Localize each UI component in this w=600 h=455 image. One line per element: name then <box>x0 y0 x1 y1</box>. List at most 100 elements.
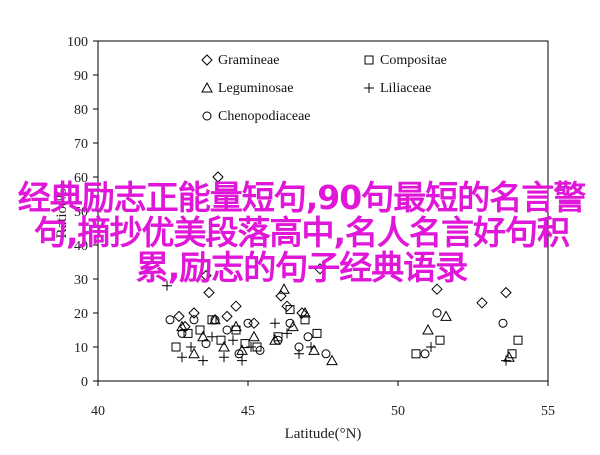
liliaceae-point <box>198 355 208 366</box>
y-tick-label: 90 <box>74 69 88 84</box>
chenopodiaceae-point <box>210 315 220 325</box>
compositae-point <box>231 325 241 335</box>
compositae-point <box>240 339 250 349</box>
gramineae-point <box>188 307 200 319</box>
liliaceae-point <box>219 352 229 363</box>
legend-triangle-icon <box>201 81 213 93</box>
chenopodiaceae-point <box>222 325 232 335</box>
liliaceae-point <box>237 355 247 366</box>
leguminosae-point <box>218 340 230 352</box>
chenopodiaceae-point <box>255 345 265 355</box>
chenopodiaceae-point <box>243 318 253 328</box>
gramineae-point <box>431 283 443 295</box>
chenopodiaceae-point <box>303 332 313 342</box>
chenopodiaceae-point <box>294 342 304 352</box>
compositae-point <box>195 325 205 335</box>
leguminosae-point <box>269 334 281 345</box>
x-tick-label: 55 <box>541 404 555 419</box>
watermark-overlay-text: 经典励志正能量短句,90句最短的名言警句,摘抄优美段落高中,名人名言好句积累,励… <box>17 178 586 287</box>
legend-label-leguminosae: Leguminosae <box>218 81 293 96</box>
gramineae-point <box>173 310 185 323</box>
gramineae-point <box>296 307 308 319</box>
y-tick-label: 40 <box>74 239 88 254</box>
compositae-point <box>411 349 421 359</box>
liliaceae-point <box>306 342 316 352</box>
compositae-point <box>183 328 193 338</box>
chenopodiaceae-point <box>321 349 331 359</box>
liliaceae-point <box>246 342 256 352</box>
chenopodiaceae-point <box>189 315 199 325</box>
compositae-point <box>435 335 445 345</box>
gramineae-point <box>248 317 260 329</box>
x-axis-title: Latitude(°N) <box>285 426 362 442</box>
legend-square-icon <box>364 55 374 65</box>
leguminosae-point <box>287 320 299 332</box>
x-tick-label: 50 <box>391 404 405 419</box>
y-tick-label: 20 <box>74 307 88 322</box>
chenopodiaceae-point <box>165 315 175 325</box>
liliaceae-point <box>162 280 172 291</box>
y-tick-label: 60 <box>74 171 88 186</box>
compositae-point <box>285 305 295 315</box>
x-tick-label: 40 <box>91 404 105 419</box>
liliaceae-point <box>177 352 187 363</box>
leguminosae-point <box>422 323 434 335</box>
x-tick-label: 45 <box>241 404 255 419</box>
liliaceae-point <box>501 355 511 366</box>
compositae-point <box>300 315 310 325</box>
y-tick-label: 70 <box>74 137 88 152</box>
gramineae-point <box>212 171 224 183</box>
compositae-point <box>513 335 523 345</box>
chenopodiaceae-point <box>498 318 508 328</box>
gramineae-point <box>179 320 191 333</box>
leguminosae-point <box>248 330 260 342</box>
gramineae-point <box>203 286 215 299</box>
legend-label-gramineae: Gramineae <box>218 53 279 68</box>
chenopodiaceae-point <box>177 328 187 338</box>
chenopodiaceae-point <box>201 339 211 349</box>
liliaceae-point <box>294 348 304 359</box>
y-tick-label: 30 <box>74 273 88 288</box>
y-axis-title: Ratio(%) <box>54 184 70 239</box>
legend-label-chenopodiaceae: Chenopodiaceae <box>218 109 311 124</box>
liliaceae-point <box>270 318 280 329</box>
gramineae-point <box>200 269 212 282</box>
leguminosae-point <box>188 347 200 359</box>
y-tick-label: 100 <box>67 35 88 50</box>
compositae-point <box>312 328 322 338</box>
chenopodiaceae-point <box>285 318 295 328</box>
chenopodiaceae-point <box>273 335 283 345</box>
liliaceae-point <box>207 331 217 342</box>
compositae-point <box>171 342 181 352</box>
leguminosae-point <box>326 354 338 366</box>
leguminosae-point <box>278 283 290 294</box>
y-tick-label: 10 <box>74 341 88 356</box>
leguminosae-point <box>299 306 311 318</box>
legend-label-compositae: Compositae <box>380 53 447 68</box>
legend-diamond-icon <box>201 54 213 66</box>
liliaceae-point <box>228 335 238 346</box>
leguminosae-point <box>440 310 452 321</box>
y-tick-label: 50 <box>74 205 88 220</box>
plot-area <box>97 40 549 382</box>
compositae-point <box>216 335 226 345</box>
chenopodiaceae-point <box>432 308 442 318</box>
gramineae-point <box>476 297 488 309</box>
leguminosae-point <box>176 320 188 332</box>
chenopodiaceae-point <box>234 349 244 359</box>
legend: Gramineae Compositae Leguminosae Liliaceae C… <box>201 53 447 124</box>
legend-label-liliaceae: Liliaceae <box>380 81 431 96</box>
gramineae-point <box>314 263 326 275</box>
leguminosae-point <box>230 320 242 332</box>
legend-circle-icon <box>202 111 212 121</box>
liliaceae-point <box>186 342 196 352</box>
gramineae-point <box>221 310 233 323</box>
chenopodiaceae-point <box>420 349 430 359</box>
gramineae-point <box>500 286 512 299</box>
liliaceae-point <box>426 342 436 352</box>
liliaceae-point <box>282 328 292 339</box>
gramineae-point <box>275 290 287 302</box>
y-tick-label: 80 <box>74 103 88 118</box>
gramineae-point <box>230 300 242 312</box>
